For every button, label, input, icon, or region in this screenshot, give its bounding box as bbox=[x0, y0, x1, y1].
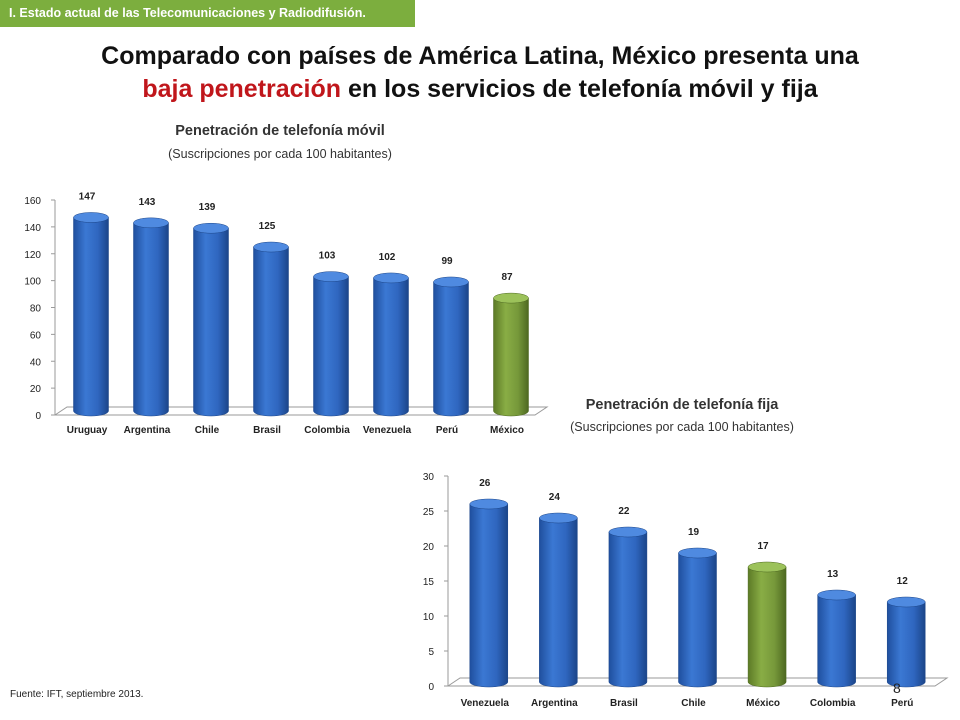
title-line-2: baja penetración en los servicios de tel… bbox=[20, 73, 940, 106]
mobile-bar-top-4 bbox=[313, 271, 349, 282]
mobile-bar-top-0 bbox=[73, 212, 109, 223]
fixed-category-label-0: Venezuela bbox=[461, 698, 510, 709]
fixed-y-tick-label: 5 bbox=[428, 647, 434, 658]
fixed-value-label-4: 17 bbox=[758, 541, 770, 552]
fixed-category-label-5: Colombia bbox=[810, 698, 856, 709]
mobile-y-tick-label: 140 bbox=[24, 223, 41, 234]
page-title: Comparado con países de América Latina, … bbox=[20, 40, 940, 106]
mobile-value-label-1: 143 bbox=[139, 197, 156, 208]
mobile-bar-0 bbox=[73, 217, 109, 417]
mobile-value-label-3: 125 bbox=[259, 221, 276, 232]
fixed-y-tick-label: 30 bbox=[423, 472, 435, 483]
fixed-chart-title: Penetración de telefonía fija bbox=[585, 397, 779, 413]
mobile-bar-top-2 bbox=[193, 222, 229, 234]
mobile-value-label-5: 102 bbox=[379, 252, 396, 263]
mobile-y-tick-label: 0 bbox=[35, 411, 41, 422]
mobile-y-tick-label: 160 bbox=[24, 196, 41, 207]
fixed-category-label-6: Perú bbox=[891, 698, 913, 709]
fixed-y-tick-label: 20 bbox=[423, 542, 435, 553]
fixed-bar-5 bbox=[817, 594, 856, 688]
mobile-y-tick-label: 80 bbox=[30, 304, 42, 315]
fixed-category-label-1: Argentina bbox=[531, 698, 578, 709]
mobile-y-tick-label: 60 bbox=[30, 330, 42, 341]
fixed-value-label-5: 13 bbox=[827, 569, 839, 580]
mobile-chart-subtitle: (Suscripciones por cada 100 habitantes) bbox=[168, 147, 392, 161]
mobile-bar-2 bbox=[193, 227, 229, 417]
fixed-value-label-1: 24 bbox=[549, 492, 561, 503]
fixed-y-tick-label: 25 bbox=[423, 507, 435, 518]
fixed-bar-4 bbox=[747, 566, 787, 688]
fixed-bar-top-4 bbox=[747, 561, 787, 573]
fixed-value-label-0: 26 bbox=[479, 478, 491, 489]
mobile-bar-top-3 bbox=[253, 241, 289, 253]
fixed-y-tick-label: 0 bbox=[428, 682, 434, 693]
mobile-y-tick-label: 120 bbox=[24, 250, 41, 261]
mobile-value-label-7: 87 bbox=[501, 272, 513, 283]
section-tag: I. Estado actual de las Telecomunicacion… bbox=[0, 0, 415, 27]
mobile-bar-5 bbox=[373, 277, 409, 417]
mobile-bar-7 bbox=[493, 297, 529, 417]
mobile-bar-6 bbox=[433, 281, 469, 417]
mobile-value-label-0: 147 bbox=[79, 191, 96, 202]
source-footnote: Fuente: IFT, septiembre 2013. bbox=[10, 689, 144, 700]
fixed-bar-top-0 bbox=[469, 498, 509, 510]
mobile-category-label-0: Uruguay bbox=[67, 425, 108, 436]
fixed-y-tick-label: 15 bbox=[423, 577, 435, 588]
mobile-bar-top-5 bbox=[373, 272, 409, 284]
mobile-y-tick-label: 100 bbox=[24, 277, 41, 288]
fixed-chart-subtitle: (Suscripciones por cada 100 habitantes) bbox=[570, 420, 794, 434]
fixed-bar-top-3 bbox=[678, 547, 717, 559]
title-line-2-rest: en los servicios de telefonía móvil y fi… bbox=[341, 75, 818, 103]
fixed-category-label-4: México bbox=[746, 698, 780, 709]
mobile-bar-top-6 bbox=[433, 276, 469, 288]
fixed-value-label-6: 12 bbox=[897, 576, 909, 587]
mobile-bar-3 bbox=[253, 246, 289, 417]
page-number: 8 bbox=[893, 680, 901, 696]
mobile-category-label-1: Argentina bbox=[124, 425, 171, 436]
mobile-y-tick-label: 20 bbox=[30, 384, 42, 395]
fixed-value-label-2: 22 bbox=[618, 506, 630, 517]
fixed-bar-6 bbox=[886, 601, 926, 688]
fixed-bar-1 bbox=[539, 517, 578, 688]
mobile-y-tick-label: 40 bbox=[30, 357, 42, 368]
mobile-floor bbox=[53, 406, 549, 416]
fixed-bar-top-6 bbox=[886, 596, 926, 608]
fixed-category-label-3: Chile bbox=[681, 698, 706, 709]
mobile-value-label-6: 99 bbox=[441, 256, 453, 267]
mobile-bar-4 bbox=[313, 276, 349, 417]
title-accent: baja penetración bbox=[142, 75, 342, 103]
fixed-category-label-2: Brasil bbox=[610, 698, 638, 709]
fixed-y-tick-label: 10 bbox=[423, 612, 435, 623]
mobile-penetration-chart: 0 20 40 60 80 100 120 140 160 147 Uruguay 143 Argent… bbox=[24, 191, 549, 436]
mobile-bar-top-7 bbox=[493, 292, 529, 304]
fixed-bar-2 bbox=[608, 531, 648, 688]
fixed-bar-0 bbox=[469, 503, 509, 688]
fixed-bar-top-2 bbox=[608, 526, 648, 538]
fixed-bar-3 bbox=[678, 552, 717, 688]
fixed-bar-top-1 bbox=[539, 512, 578, 524]
mobile-bar-1 bbox=[133, 222, 169, 417]
mobile-category-label-3: Brasil bbox=[253, 425, 281, 436]
mobile-value-label-2: 139 bbox=[199, 202, 216, 213]
mobile-bar-top-1 bbox=[133, 217, 169, 229]
mobile-value-label-4: 103 bbox=[319, 251, 336, 262]
fixed-penetration-chart: 0 5 10 15 20 25 30 26 Venezuela 24 Argentina 22 Bras… bbox=[423, 472, 949, 709]
fixed-bar-top-5 bbox=[817, 589, 856, 601]
mobile-chart-title: Penetración de telefonía móvil bbox=[175, 123, 385, 139]
mobile-category-label-6: Perú bbox=[436, 425, 458, 436]
mobile-category-label-2: Chile bbox=[195, 425, 220, 436]
mobile-category-label-5: Venezuela bbox=[363, 425, 412, 436]
mobile-category-label-4: Colombia bbox=[304, 425, 350, 436]
fixed-value-label-3: 19 bbox=[688, 527, 700, 538]
title-line-1: Comparado con países de América Latina, … bbox=[101, 42, 859, 70]
mobile-category-label-7: México bbox=[490, 425, 524, 436]
